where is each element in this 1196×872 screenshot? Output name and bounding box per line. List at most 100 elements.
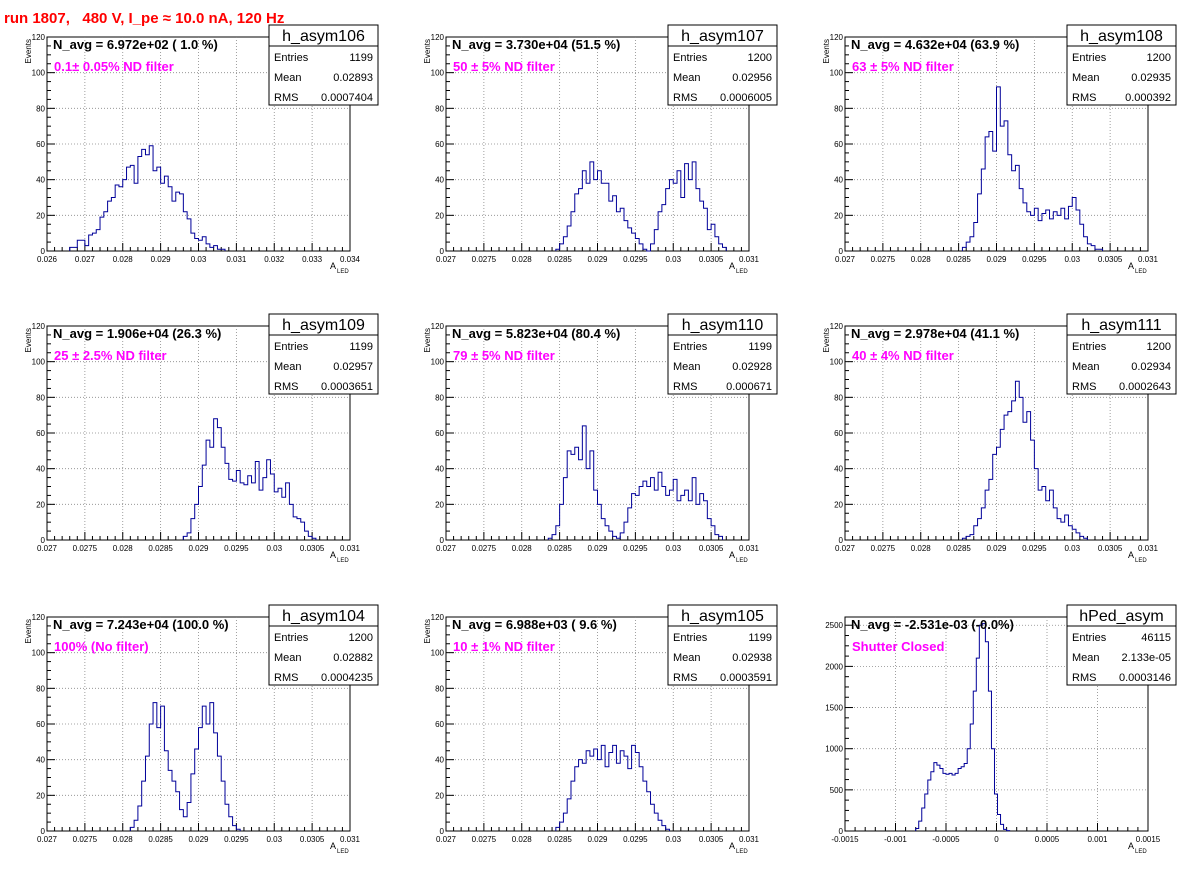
y-tick-label: 0 (440, 247, 445, 256)
x-tick-label: 0.0275 (472, 255, 497, 264)
filter-label: 25 ± 2.5% ND filter (54, 348, 167, 363)
y-tick-label: 80 (36, 684, 45, 693)
y-tick-label: 2500 (825, 621, 843, 630)
y-tick-label: 0 (440, 536, 445, 545)
y-tick-label: 40 (435, 465, 444, 474)
stats-label-entries: Entries (673, 632, 708, 644)
y-tick-label: 120 (830, 33, 844, 42)
stats-label-entries: Entries (673, 341, 708, 353)
x-tick-label: 0.027 (37, 835, 58, 844)
stats-value-entries: 1200 (748, 52, 772, 64)
x-tick-label: 0.0295 (1022, 255, 1047, 264)
y-tick-label: 0 (839, 247, 844, 256)
y-tick-label: 40 (36, 756, 45, 765)
x-tick-label: 0.0275 (871, 255, 896, 264)
x-tick-label: 0.0275 (871, 544, 896, 553)
x-tick-label: 0.0005 (1035, 835, 1060, 844)
stats-label-mean: Mean (1072, 361, 1100, 373)
y-tick-label: 80 (36, 393, 45, 402)
stats-value-rms: 0.0003651 (321, 381, 373, 393)
y-tick-label: 40 (36, 465, 45, 474)
stats-label-mean: Mean (274, 72, 302, 84)
y-tick-label: 100 (431, 358, 445, 367)
x-tick-label: 0.03 (1064, 544, 1080, 553)
x-tick-label: 0.028 (512, 544, 533, 553)
x-tick-label: 0.028 (113, 835, 134, 844)
histogram-bins (915, 623, 1011, 832)
y-tick-label: 100 (32, 649, 46, 658)
histogram-panel-h_asym108: 0.027 0.0275 0.028 0.0285 0.029 0.0295 0.03 0.0… (822, 24, 1177, 275)
histogram-name: h_asym108 (1080, 28, 1163, 45)
histogram-name: h_asym105 (681, 608, 764, 625)
y-tick-label: 60 (435, 720, 444, 729)
stats-box (667, 24, 778, 106)
x-tick-label: 0.0305 (699, 544, 724, 553)
x-tick-label: 0.0305 (699, 835, 724, 844)
x-axis-label: A (1128, 550, 1134, 560)
navg-label: N_avg = 5.823e+04 (80.4 %) (452, 326, 620, 341)
x-tick-label: 0.034 (340, 255, 361, 264)
x-tick-label: 0.027 (37, 544, 58, 553)
x-tick-label: 0.0305 (300, 544, 325, 553)
x-tick-label: 0.027 (436, 255, 457, 264)
stats-label-rms: RMS (1072, 92, 1096, 104)
y-tick-label: 80 (435, 393, 444, 402)
stats-value-rms: 0.0003146 (1119, 672, 1171, 684)
x-tick-label: 0.0295 (623, 544, 648, 553)
x-tick-label: 0.0295 (224, 544, 249, 553)
stats-value-rms: 0.0003591 (720, 672, 772, 684)
histogram-panel-h_asym111: 0.027 0.0275 0.028 0.0285 0.029 0.0295 0.03 0.0… (822, 313, 1177, 564)
stats-box (667, 604, 778, 686)
x-tick-label: 0.03 (191, 255, 207, 264)
histogram-bins (69, 145, 226, 251)
navg-label: N_avg = 4.632e+04 (63.9 %) (851, 37, 1019, 52)
stats-value-mean: 2.133e-05 (1121, 652, 1171, 664)
stats-box (268, 313, 379, 395)
stats-box (667, 313, 778, 395)
navg-label: N_avg = 2.978e+04 (41.1 %) (851, 326, 1019, 341)
x-tick-label: 0.0285 (946, 255, 971, 264)
x-tick-label: 0.0285 (547, 544, 572, 553)
y-axis-label: Events (423, 39, 432, 63)
y-axis-label: Events (423, 328, 432, 352)
stats-value-mean: 0.02893 (333, 72, 373, 84)
y-tick-label: 20 (435, 500, 444, 509)
x-tick-label: 0.0015 (1136, 835, 1161, 844)
x-tick-label: 0.031 (739, 544, 760, 553)
x-axis-label: A (729, 261, 735, 271)
histogram-bins (129, 702, 241, 831)
stats-box (1066, 604, 1177, 686)
x-axis-label: A (729, 550, 735, 560)
filter-label: 100% (No filter) (54, 639, 149, 654)
y-tick-label: 0 (839, 536, 844, 545)
y-tick-label: 1000 (825, 745, 843, 754)
x-tick-label: 0.029 (151, 255, 172, 264)
y-tick-label: 100 (431, 69, 445, 78)
y-tick-label: 60 (834, 140, 843, 149)
y-tick-label: 100 (830, 358, 844, 367)
y-tick-label: 120 (32, 322, 46, 331)
y-axis-label: Events (822, 328, 831, 352)
stats-value-mean: 0.02934 (1131, 361, 1171, 373)
x-tick-label: 0.029 (986, 255, 1007, 264)
x-tick-label: 0 (994, 835, 999, 844)
stats-label-rms: RMS (274, 92, 298, 104)
histogram-panel-hPed_asym: -0.0015 -0.001 -0.0005 0 0.0005 0.001 0.0015 0 5… (825, 604, 1177, 855)
x-axis-label-subscript: LED (1135, 849, 1147, 855)
stats-label-mean: Mean (274, 652, 302, 664)
x-axis-label-subscript: LED (1135, 558, 1147, 564)
histogram-bins (547, 425, 723, 540)
x-tick-label: 0.031 (739, 835, 760, 844)
y-axis-label: Events (24, 619, 33, 643)
histogram-name: h_asym106 (282, 28, 365, 45)
stats-label-mean: Mean (274, 361, 302, 373)
y-tick-label: 20 (36, 211, 45, 220)
x-axis-label-subscript: LED (337, 558, 349, 564)
y-tick-label: 80 (435, 104, 444, 113)
y-tick-label: 0 (41, 827, 46, 836)
y-tick-label: 40 (834, 176, 843, 185)
y-tick-label: 60 (435, 429, 444, 438)
x-tick-label: 0.032 (264, 255, 285, 264)
stats-box (268, 604, 379, 686)
stats-value-entries: 1200 (349, 632, 373, 644)
